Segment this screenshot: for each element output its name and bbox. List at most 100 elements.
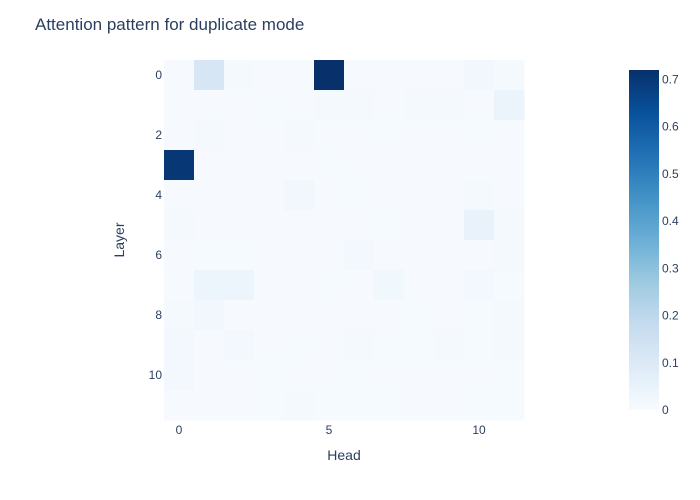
heatmap-cell-layer-11-head-7 — [374, 390, 405, 421]
heatmap-cell-layer-0-head-11 — [494, 60, 525, 91]
heatmap-cell-layer-5-head-3 — [254, 210, 285, 241]
y-tick-label: 6 — [155, 248, 162, 262]
heatmap-cell-layer-0-head-2 — [224, 60, 255, 91]
colorbar — [629, 70, 659, 410]
heatmap-cell-layer-10-head-7 — [374, 360, 405, 391]
heatmap-cell-layer-5-head-9 — [434, 210, 465, 241]
heatmap-cell-layer-4-head-5 — [314, 180, 345, 211]
heatmap-cell-layer-8-head-9 — [434, 300, 465, 331]
heatmap-cell-layer-8-head-3 — [254, 300, 285, 331]
heatmap-cell-layer-1-head-7 — [374, 90, 405, 121]
heatmap-cell-layer-0-head-4 — [284, 60, 315, 91]
heatmap-cell-layer-6-head-0 — [164, 240, 195, 271]
heatmap-cell-layer-1-head-5 — [314, 90, 345, 121]
heatmap-cell-layer-9-head-3 — [254, 330, 285, 361]
heatmap-cell-layer-0-head-1 — [194, 60, 225, 91]
heatmap-cell-layer-7-head-5 — [314, 270, 345, 301]
heatmap-cell-layer-9-head-0 — [164, 330, 195, 361]
heatmap-cell-layer-5-head-4 — [284, 210, 315, 241]
heatmap-cell-layer-2-head-2 — [224, 120, 255, 151]
x-tick-label: 0 — [176, 423, 183, 437]
heatmap-cell-layer-2-head-7 — [374, 120, 405, 151]
heatmap-cell-layer-7-head-10 — [464, 270, 495, 301]
heatmap-cell-layer-3-head-0 — [164, 150, 195, 181]
heatmap-cell-layer-3-head-1 — [194, 150, 225, 181]
heatmap-cell-layer-5-head-2 — [224, 210, 255, 241]
heatmap-cell-layer-3-head-8 — [404, 150, 435, 181]
heatmap-cell-layer-6-head-6 — [344, 240, 375, 271]
heatmap-cell-layer-1-head-1 — [194, 90, 225, 121]
heatmap-cell-layer-6-head-11 — [494, 240, 525, 271]
heatmap-cell-layer-6-head-5 — [314, 240, 345, 271]
chart-title: Attention pattern for duplicate mode — [35, 15, 304, 34]
heatmap-cell-layer-10-head-6 — [344, 360, 375, 391]
heatmap-cell-layer-6-head-3 — [254, 240, 285, 271]
heatmap-cell-layer-7-head-7 — [374, 270, 405, 301]
heatmap-cell-layer-11-head-4 — [284, 390, 315, 421]
heatmap-cell-layer-4-head-8 — [404, 180, 435, 211]
heatmap-cell-layer-1-head-4 — [284, 90, 315, 121]
heatmap-cell-layer-0-head-8 — [404, 60, 435, 91]
heatmap-cell-layer-4-head-4 — [284, 180, 315, 211]
heatmap-cell-layer-11-head-5 — [314, 390, 345, 421]
colorbar-tick-label: 0.3 — [662, 261, 679, 275]
heatmap-cell-layer-1-head-11 — [494, 90, 525, 121]
heatmap-cell-layer-10-head-2 — [224, 360, 255, 391]
heatmap-cell-layer-10-head-11 — [494, 360, 525, 391]
heatmap-cell-layer-8-head-7 — [374, 300, 405, 331]
heatmap-cell-layer-4-head-6 — [344, 180, 375, 211]
heatmap-cell-layer-7-head-0 — [164, 270, 195, 301]
heatmap-cell-layer-11-head-2 — [224, 390, 255, 421]
heatmap-cell-layer-0-head-9 — [434, 60, 465, 91]
heatmap-cell-layer-7-head-1 — [194, 270, 225, 301]
heatmap-cell-layer-10-head-3 — [254, 360, 285, 391]
heatmap-cell-layer-6-head-8 — [404, 240, 435, 271]
heatmap-cell-layer-4-head-0 — [164, 180, 195, 211]
heatmap-cell-layer-1-head-2 — [224, 90, 255, 121]
heatmap-cell-layer-9-head-2 — [224, 330, 255, 361]
heatmap-cell-layer-7-head-6 — [344, 270, 375, 301]
heatmap-cell-layer-9-head-6 — [344, 330, 375, 361]
heatmap-cell-layer-1-head-6 — [344, 90, 375, 121]
heatmap-cell-layer-6-head-2 — [224, 240, 255, 271]
heatmap-cell-layer-9-head-9 — [434, 330, 465, 361]
heatmap-cell-layer-5-head-8 — [404, 210, 435, 241]
heatmap-cell-layer-5-head-1 — [194, 210, 225, 241]
heatmap-cell-layer-1-head-9 — [434, 90, 465, 121]
heatmap-cell-layer-11-head-9 — [434, 390, 465, 421]
heatmap-cell-layer-6-head-4 — [284, 240, 315, 271]
heatmap-cell-layer-9-head-10 — [464, 330, 495, 361]
heatmap-cell-layer-10-head-1 — [194, 360, 225, 391]
heatmap-cell-layer-0-head-0 — [164, 60, 195, 91]
heatmap-cell-layer-9-head-5 — [314, 330, 345, 361]
heatmap-cell-layer-10-head-4 — [284, 360, 315, 391]
heatmap-cell-layer-4-head-7 — [374, 180, 405, 211]
y-tick-label: 2 — [155, 128, 162, 142]
heatmap-cell-layer-6-head-10 — [464, 240, 495, 271]
heatmap-cell-layer-0-head-6 — [344, 60, 375, 91]
heatmap-cell-layer-9-head-7 — [374, 330, 405, 361]
y-tick-label: 0 — [155, 68, 162, 82]
heatmap-cell-layer-2-head-4 — [284, 120, 315, 151]
heatmap-cell-layer-3-head-7 — [374, 150, 405, 181]
heatmap-cell-layer-6-head-7 — [374, 240, 405, 271]
colorbar-ticks: 0 0.1 0.2 0.3 0.4 0.5 0.6 0.7 — [662, 72, 679, 417]
heatmap-cell-layer-11-head-10 — [464, 390, 495, 421]
heatmap-cell-layer-7-head-9 — [434, 270, 465, 301]
x-tick-label: 10 — [472, 423, 486, 437]
y-axis-ticks: 0 2 4 6 8 10 — [149, 68, 163, 382]
heatmap-cell-layer-11-head-6 — [344, 390, 375, 421]
heatmap-cell-layer-8-head-10 — [464, 300, 495, 331]
heatmap-cell-layer-3-head-6 — [344, 150, 375, 181]
heatmap-cell-layer-8-head-2 — [224, 300, 255, 331]
heatmap-cell-layer-2-head-11 — [494, 120, 525, 151]
colorbar-tick-label: 0.4 — [662, 214, 679, 228]
heatmap-cell-layer-3-head-4 — [284, 150, 315, 181]
heatmap-cell-layer-2-head-5 — [314, 120, 345, 151]
heatmap-cell-layer-4-head-3 — [254, 180, 285, 211]
heatmap-cell-layer-11-head-1 — [194, 390, 225, 421]
heatmap-cell-layer-10-head-5 — [314, 360, 345, 391]
heatmap-cell-layer-8-head-1 — [194, 300, 225, 331]
heatmap-cell-layer-8-head-8 — [404, 300, 435, 331]
